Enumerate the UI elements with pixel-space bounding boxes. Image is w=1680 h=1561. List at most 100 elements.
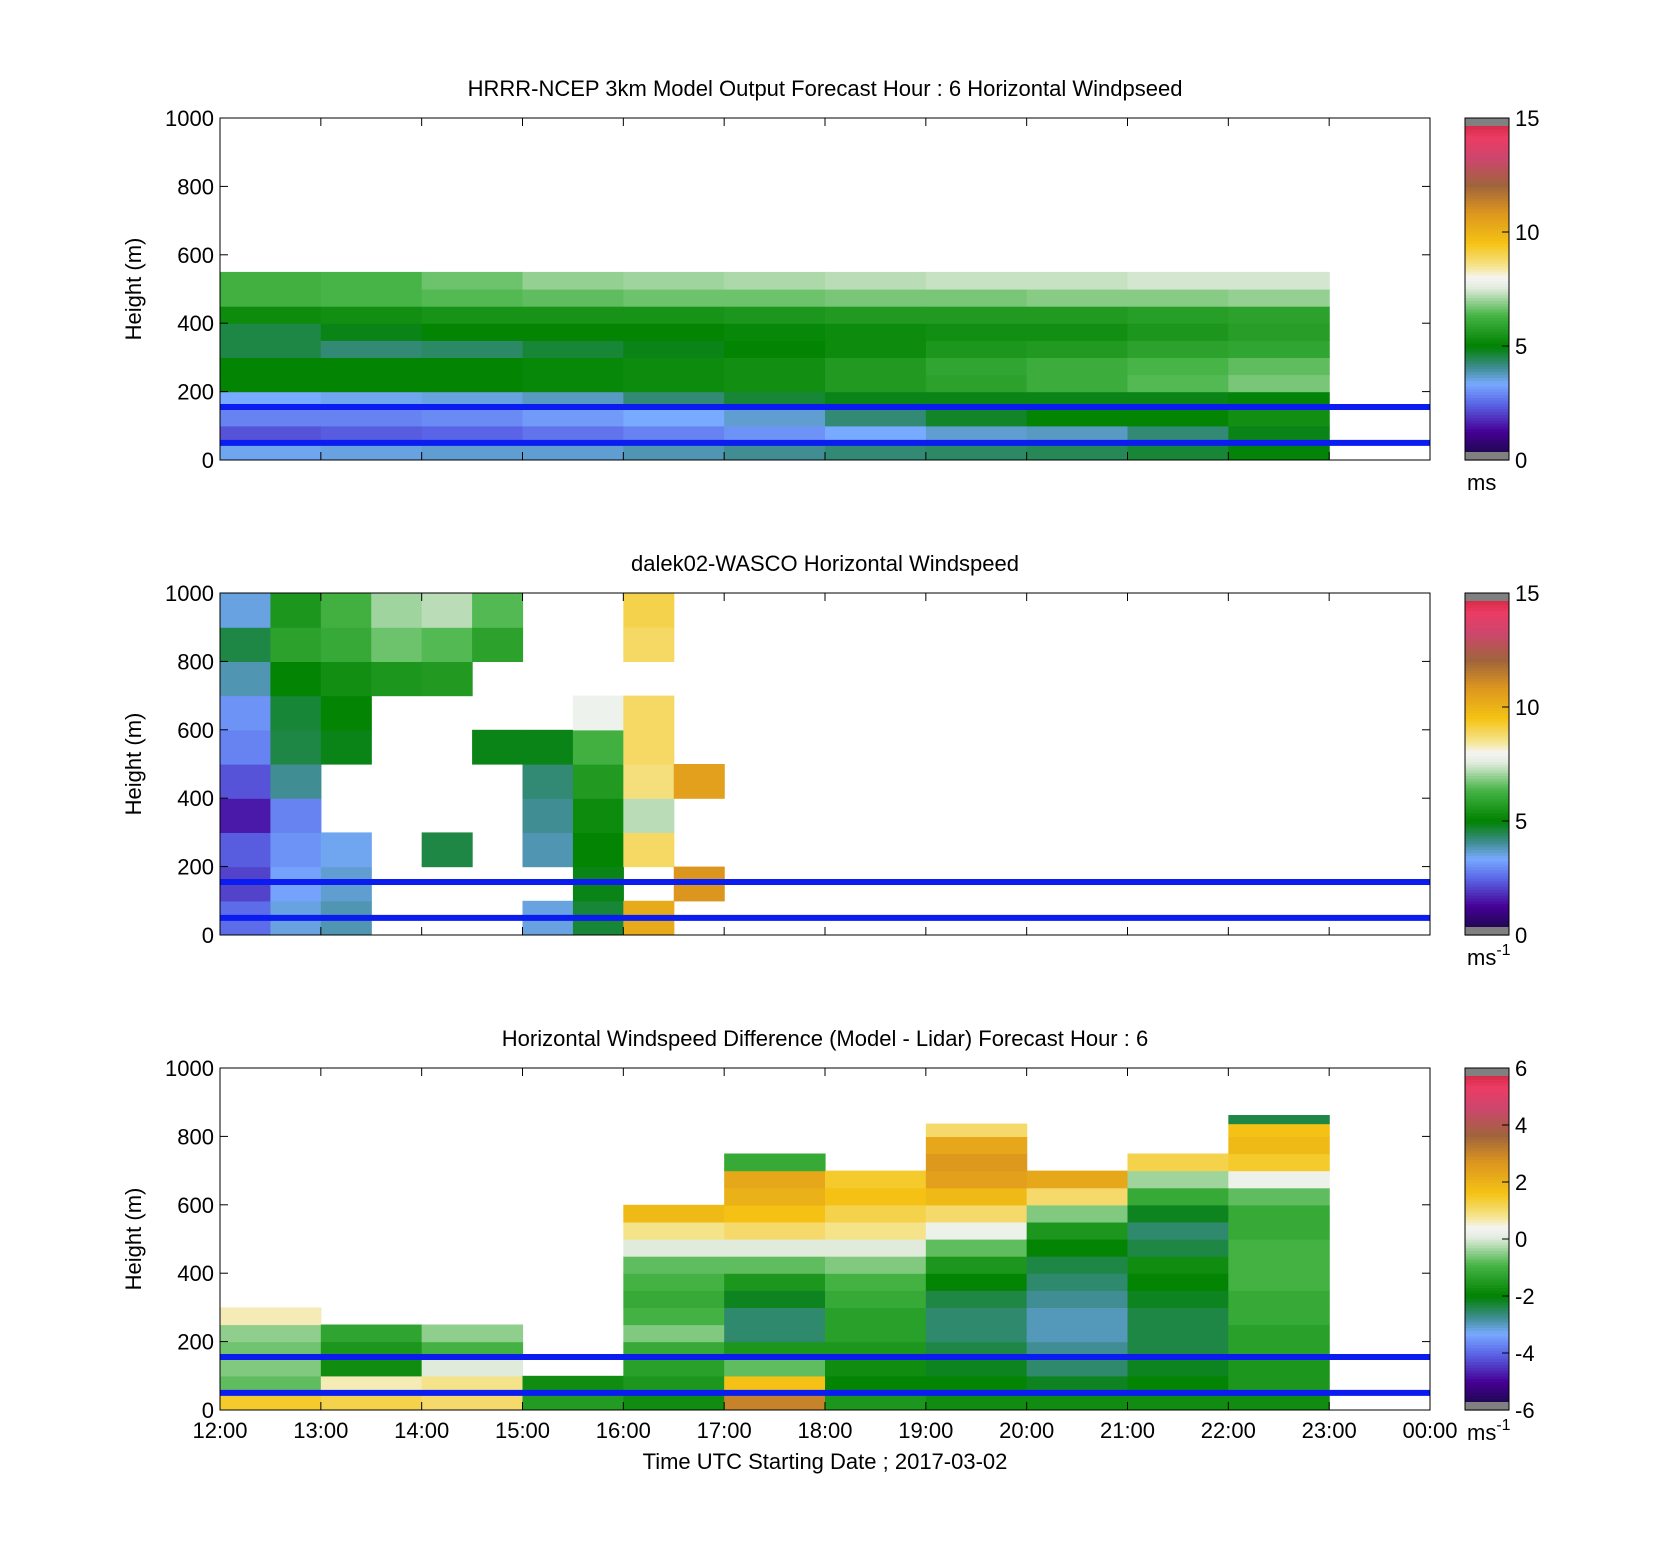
heatmap-cell	[724, 271, 826, 290]
heatmap-cell	[825, 357, 927, 376]
colorbar-segment	[1465, 912, 1509, 916]
heatmap-cell	[925, 1239, 1028, 1257]
colorbar-segment	[1465, 1378, 1509, 1383]
heatmap-cell	[1127, 289, 1229, 307]
colorbar-segment	[1465, 434, 1509, 438]
heatmap-cell	[623, 323, 725, 341]
colorbar-segment	[1465, 846, 1509, 851]
colorbar-segment	[1465, 744, 1509, 748]
heatmap-cell	[220, 764, 272, 799]
heatmap-cell	[724, 1392, 826, 1410]
colorbar-segment	[1465, 789, 1509, 794]
heatmap-cell	[825, 323, 927, 341]
colorbar-segment	[1465, 1144, 1509, 1149]
heatmap-cell	[220, 1392, 322, 1410]
colorbar-segment	[1465, 1344, 1509, 1348]
heatmap-cell	[320, 627, 372, 662]
colorbar-segment	[1465, 263, 1509, 267]
colorbar-segment	[1465, 217, 1509, 222]
colorbar-segment	[1465, 428, 1509, 433]
colorbar-segment	[1465, 212, 1509, 216]
colorbar-segment	[1465, 798, 1509, 802]
colorbar-segment	[1465, 380, 1509, 384]
colorbar-segment	[1465, 1142, 1509, 1146]
heatmap-cell	[724, 340, 826, 358]
colorbar-segment	[1465, 1298, 1509, 1303]
heatmap-cell	[925, 289, 1028, 307]
heatmap-cell	[421, 1375, 524, 1394]
colorbar-segment	[1465, 1264, 1509, 1269]
x-tick-label: 00:00	[1402, 1418, 1457, 1443]
colorbar-segment	[1465, 192, 1509, 196]
heatmap-cell	[320, 661, 372, 697]
x-tick-label: 13:00	[293, 1418, 348, 1443]
colorbar-segment	[1465, 692, 1509, 697]
heatmap-cell	[623, 695, 675, 731]
colorbar-tick-label: 6	[1515, 1056, 1527, 1081]
colorbar-segment	[1465, 661, 1509, 665]
heatmap-cell	[572, 764, 624, 799]
heatmap-cell	[623, 1204, 725, 1223]
heatmap-cell	[623, 1290, 725, 1308]
colorbar-segment	[1465, 1210, 1509, 1214]
colorbar-segment	[1465, 420, 1509, 424]
y-tick-label: 600	[177, 1193, 214, 1218]
heatmap-cell	[220, 306, 322, 324]
heatmap-cell	[623, 1358, 725, 1377]
colorbar-segment	[1465, 752, 1509, 757]
colorbar-segment	[1465, 186, 1509, 190]
heatmap-cell	[724, 425, 826, 444]
colorbar-segment	[1465, 1182, 1509, 1186]
heatmap-cell	[724, 1153, 826, 1172]
colorbar-segment	[1465, 732, 1509, 737]
heatmap-cell	[1127, 1256, 1229, 1274]
y-tick-label: 800	[177, 174, 214, 199]
heatmap-cell	[825, 271, 927, 290]
heatmap-cell	[1228, 1358, 1330, 1377]
heatmap-cell	[220, 627, 272, 662]
colorbar-segment	[1465, 411, 1509, 415]
x-tick-label: 23:00	[1302, 1418, 1357, 1443]
colorbar-segment	[1465, 280, 1509, 284]
colorbar-segment	[1465, 709, 1509, 714]
colorbar-segment	[1465, 1173, 1509, 1177]
heatmap-cell	[1026, 1256, 1129, 1274]
colorbar-segment	[1465, 1315, 1509, 1320]
panel-model-ylabel: Height (m)	[121, 238, 146, 341]
colorbar-segment	[1465, 405, 1509, 410]
heatmap-cell	[1127, 1290, 1229, 1308]
colorbar-segment	[1465, 1270, 1509, 1274]
heatmap-cell	[825, 1170, 927, 1189]
colorbar-segment	[1465, 698, 1509, 702]
heatmap-cell	[522, 1375, 624, 1394]
colorbar-segment	[1465, 621, 1509, 625]
heatmap-cell	[1026, 1375, 1129, 1394]
colorbar-segment	[1465, 1284, 1509, 1289]
heatmap-cell	[270, 593, 322, 628]
colorbar-segment	[1465, 1375, 1509, 1380]
colorbar-segment	[1465, 1361, 1509, 1365]
colorbar-segment	[1465, 1110, 1509, 1115]
y-tick-label: 200	[177, 855, 214, 880]
panel-difference-ticks: 12:00 13:00 14:00 15:00 16:00 17:00 18:00 19:00…	[165, 1056, 1457, 1443]
heatmap-cell	[220, 593, 272, 628]
heatmap-cell	[1127, 323, 1229, 341]
heatmap-cell	[825, 1221, 927, 1240]
colorbar-segment	[1465, 306, 1509, 310]
colorbar-segment	[1465, 772, 1509, 776]
colorbar-segment	[1465, 254, 1509, 259]
heatmap-cell	[825, 1204, 927, 1223]
heatmap-cell	[220, 832, 272, 868]
colorbar-segment	[1465, 1153, 1509, 1157]
heatmap-cell	[1026, 408, 1129, 427]
colorbar-segment	[1465, 783, 1509, 788]
colorbar-segment	[1465, 1350, 1509, 1354]
heatmap-cell	[1127, 1153, 1229, 1172]
heatmap-cell	[1228, 1290, 1330, 1308]
heatmap-cell	[1026, 1273, 1129, 1291]
colorbar-segment	[1465, 340, 1509, 344]
heatmap-cell	[925, 1187, 1028, 1206]
heatmap-cell	[421, 306, 524, 324]
colorbar-segment	[1465, 801, 1509, 805]
